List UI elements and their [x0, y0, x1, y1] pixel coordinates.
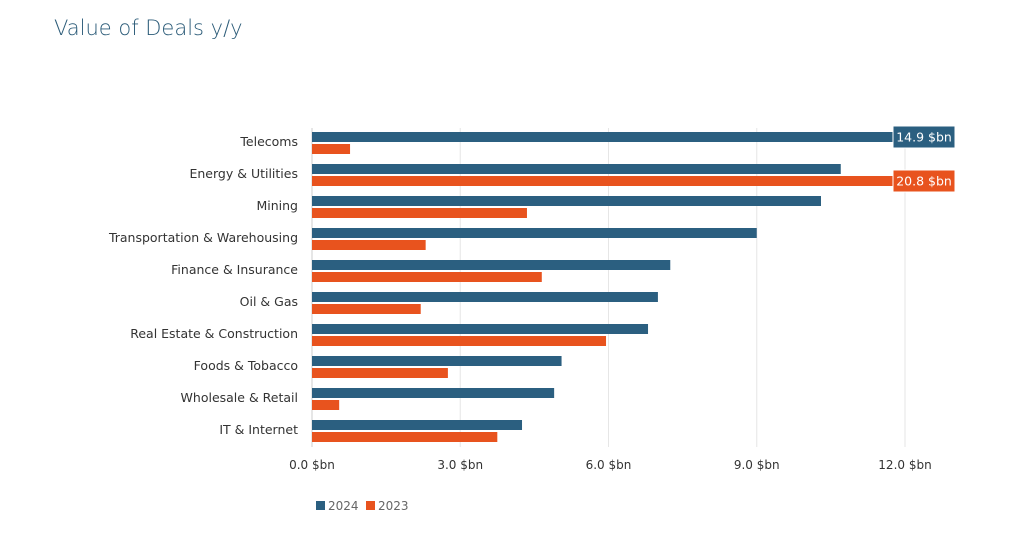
category-label: IT & Internet: [219, 422, 298, 437]
bar-2024: [312, 420, 523, 430]
bar-2023: [312, 176, 955, 186]
category-label: Foods & Tobacco: [194, 358, 298, 373]
legend-label: 2024: [328, 499, 359, 513]
bar-2024: [312, 228, 757, 238]
bar-2024: [312, 356, 562, 366]
category-label: Telecoms: [239, 134, 298, 149]
legend-swatch-2024: [316, 501, 325, 510]
legend-swatch-2023: [366, 501, 375, 510]
bar-2024: [312, 260, 671, 270]
data-label: 20.8 $bn: [896, 174, 952, 189]
x-tick-label: 0.0 $bn: [289, 458, 335, 472]
category-label: Wholesale & Retail: [181, 390, 298, 405]
legend-label: 2023: [378, 499, 409, 513]
bar-2023: [312, 208, 527, 218]
bar-2023: [312, 336, 607, 346]
bar-2024: [312, 324, 649, 334]
x-tick-label: 9.0 $bn: [734, 458, 780, 472]
bar-2024: [312, 132, 955, 142]
category-label: Finance & Insurance: [171, 262, 298, 277]
bar-2024: [312, 196, 821, 206]
category-label: Energy & Utilities: [189, 166, 298, 181]
bar-2023: [312, 400, 340, 410]
bar-2023: [312, 368, 448, 378]
bar-2023: [312, 272, 542, 282]
bar-2023: [312, 304, 421, 314]
bar-2024: [312, 388, 555, 398]
x-tick-label: 6.0 $bn: [586, 458, 632, 472]
category-label: Oil & Gas: [240, 294, 298, 309]
data-label: 14.9 $bn: [896, 130, 952, 145]
bar-2024: [312, 292, 658, 302]
bar-2024: [312, 164, 841, 174]
bar-2023: [312, 144, 351, 154]
category-label: Real Estate & Construction: [130, 326, 298, 341]
category-label: Mining: [256, 198, 298, 213]
chart-title: Value of Deals y/y: [54, 16, 243, 40]
data-label-box: [892, 125, 956, 149]
x-tick-label: 12.0 $bn: [878, 458, 931, 472]
data-label-box: [892, 169, 956, 193]
bar-2023: [312, 432, 498, 442]
bar-2023: [312, 240, 426, 250]
category-label: Transportation & Warehousing: [108, 230, 298, 245]
x-tick-label: 3.0 $bn: [437, 458, 483, 472]
